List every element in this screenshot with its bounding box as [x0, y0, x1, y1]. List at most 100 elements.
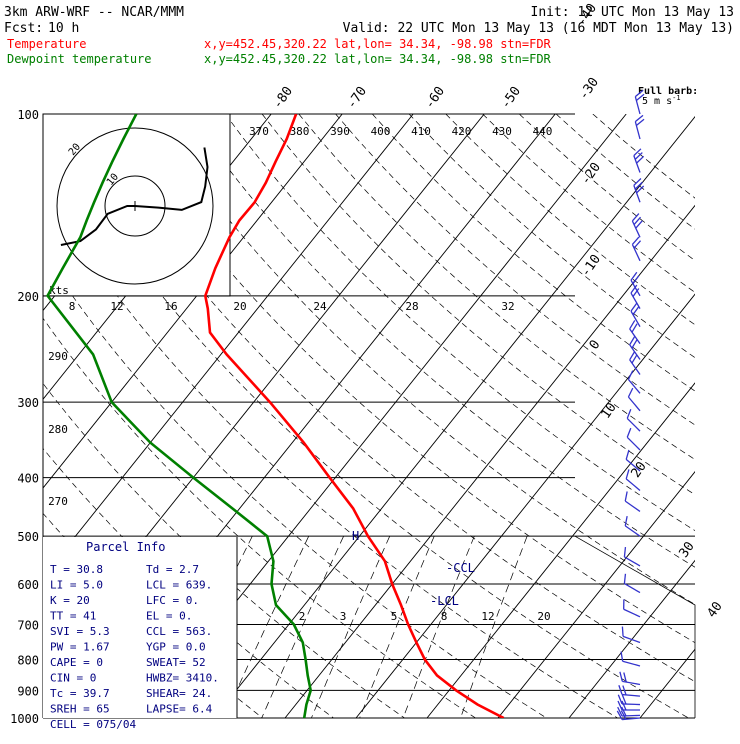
wind-barb-flag — [633, 216, 642, 226]
dry-adiabat-line — [555, 114, 695, 230]
wind-barb — [630, 284, 641, 309]
wind-barb — [620, 651, 641, 667]
wind-barb — [629, 351, 641, 375]
parcel-info-value: Td = 2.7 — [146, 563, 199, 576]
dewpoint-location: x,y=452.45,320.22 lat,lon= 34.34, -98.98… — [204, 52, 552, 66]
barb-legend-units: 5 m s-1 — [642, 94, 681, 107]
dry-adiabat-line — [77, 114, 695, 683]
isotherm-tick-label: -70 — [344, 84, 370, 112]
dry-adiabat-line — [519, 114, 695, 261]
barb-legend-title: Full barb: — [638, 86, 698, 97]
wind-barb-staff — [624, 500, 641, 512]
wind-barb-staff — [622, 635, 641, 644]
hodograph-speed-tick: 8 — [69, 300, 76, 313]
parcel-info-value: SVI = 5.3 — [50, 625, 110, 638]
parcel-info-value: TT = 41 — [50, 610, 96, 623]
hodograph-speed-tick: 12 — [110, 300, 123, 313]
pressure-tick-label: 400 — [17, 472, 39, 486]
pressure-tick-label: 700 — [17, 618, 39, 632]
parcel-info-value: PW = 1.67 — [50, 641, 110, 654]
wind-barb-staff — [633, 185, 641, 203]
wind-barb-flag — [631, 354, 638, 364]
wind-barb-flag — [630, 271, 638, 281]
dry-adiabat-line — [372, 114, 695, 392]
pressure-tick-label: 500 — [17, 530, 39, 544]
plot-boundary-line — [574, 535, 696, 718]
wind-barb-flag — [619, 671, 623, 682]
wind-barb-flag — [623, 599, 625, 610]
wind-barb-flag — [631, 236, 640, 245]
theta-left-label: 280 — [48, 423, 68, 436]
wind-barb-staff — [630, 292, 641, 309]
temperature-location: x,y=452.45,320.22 lat,lon= 34.34, -98.98… — [204, 37, 552, 51]
wind-barb-staff — [630, 310, 641, 328]
wind-barb-flag — [635, 118, 645, 126]
wind-barb-flag — [633, 178, 642, 186]
wind-barb-flag — [617, 700, 623, 711]
wind-barb — [619, 671, 641, 686]
wind-barb-flag — [636, 185, 645, 194]
parcel-info-value: CAPE = 0 — [50, 656, 103, 669]
isotherm-line — [497, 471, 695, 718]
dry-adiabat-line — [151, 114, 695, 605]
isotherm-line — [213, 116, 695, 718]
wind-barb-staff — [627, 379, 641, 394]
dry-adiabat-line — [43, 115, 689, 718]
wind-barb — [624, 491, 641, 512]
wind-barb-flag — [629, 336, 636, 346]
ccl-marker: -CCL — [446, 561, 475, 575]
pressure-tick-label: 600 — [17, 578, 39, 592]
pressure-tick-label: 1000 — [10, 712, 39, 726]
parcel-info-value: K = 20 — [50, 594, 90, 607]
isotherm-line — [355, 293, 695, 718]
hodograph-speed-tick: 32 — [501, 300, 514, 313]
dry-adiabat-line — [408, 114, 695, 359]
wind-barb-staff — [627, 396, 641, 412]
wind-barb-flag — [621, 694, 627, 705]
wind-barb-staff — [622, 660, 641, 667]
wind-barb-staff — [625, 478, 641, 491]
wind-barb-flag — [620, 710, 627, 720]
parcel-info-value: LI = 5.0 — [50, 579, 103, 592]
isotherm-line — [284, 204, 695, 718]
dry-adiabat-line — [298, 114, 695, 460]
wind-barb-flag — [616, 710, 623, 720]
wind-barb-flag — [627, 370, 634, 380]
wind-barb-flag — [629, 320, 636, 330]
wind-barb-staff — [629, 359, 641, 375]
wind-barb-staff — [622, 693, 641, 697]
wind-barb-staff — [624, 583, 641, 594]
fcst-value: 10 h — [48, 21, 79, 36]
isotherm-tick-label: 0 — [587, 337, 604, 352]
hodograph-ring-outer — [56, 127, 214, 285]
hodograph-trace — [60, 147, 209, 246]
wind-barb — [623, 547, 641, 567]
wind-barb-staff — [626, 417, 641, 432]
wind-barb-flag — [630, 284, 638, 294]
wind-barb-flag — [626, 408, 632, 419]
wind-barb-staff — [621, 703, 641, 706]
parcel-info-value: SREH = 65 — [50, 703, 110, 716]
temperature-legend-label: Temperature — [7, 37, 86, 51]
wind-barb-flag — [622, 685, 627, 696]
parcel-info-value: LCL = 639. — [146, 579, 212, 592]
wind-barb — [617, 700, 640, 711]
parcel-info-value: YGP = 0.0 — [146, 641, 206, 654]
wind-barb — [616, 710, 641, 721]
isotherm-tick-label: 40 — [704, 599, 725, 620]
wind-barb-staff — [629, 328, 641, 345]
wind-barb — [617, 706, 641, 717]
wind-barb-flag — [617, 694, 623, 705]
theta-left-label: 290 — [48, 350, 68, 363]
wind-barb-flag — [625, 449, 630, 460]
wind-barb — [626, 408, 641, 432]
parcel-info-value: Tc = 39.7 — [50, 687, 110, 700]
wind-barb-staff — [626, 436, 641, 451]
wind-barb — [631, 236, 642, 262]
parcel-info-value: SWEAT= 52 — [146, 656, 206, 669]
hodograph-speed-tick: 28 — [405, 300, 418, 313]
wind-barb-flag — [635, 93, 645, 101]
hodograph-speed-tick: 20 — [233, 300, 246, 313]
theta-tick-label: 430 — [492, 125, 512, 138]
isotherm-tick-label: 10 — [598, 400, 619, 421]
